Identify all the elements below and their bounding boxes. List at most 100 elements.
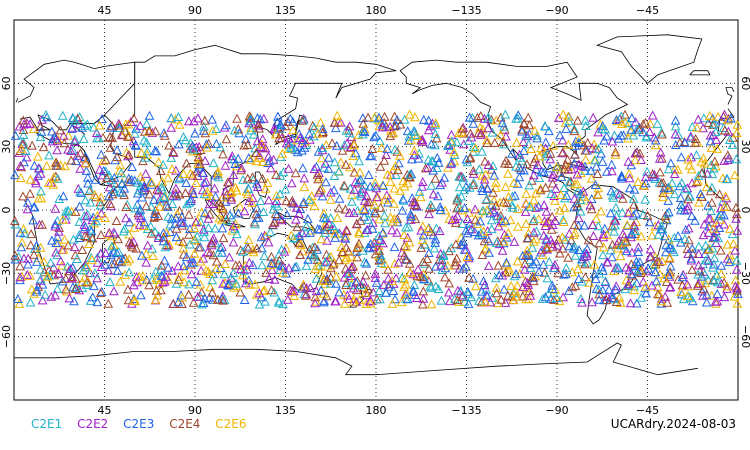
occultation-marker [561, 123, 571, 133]
occultation-marker [243, 234, 254, 244]
occultation-marker [701, 255, 711, 265]
occultation-marker [658, 187, 669, 197]
occultation-marker [612, 243, 623, 253]
occultation-marker [401, 222, 411, 232]
occultation-marker [359, 227, 370, 237]
occultation-marker [346, 264, 357, 274]
occultation-marker [379, 111, 390, 121]
occultation-marker [713, 233, 724, 243]
occultation-marker [218, 204, 229, 214]
occultation-marker [141, 257, 152, 267]
occultation-marker [84, 238, 94, 248]
occultation-marker [357, 113, 368, 123]
occultation-marker [131, 243, 142, 253]
occultation-marker [537, 249, 548, 259]
occultation-marker [424, 263, 434, 273]
occultation-marker [452, 295, 463, 305]
coastline [359, 281, 373, 297]
occultation-marker [366, 150, 377, 160]
occultation-marker [192, 231, 203, 241]
occultation-marker [501, 131, 511, 141]
occultation-marker [731, 209, 742, 219]
occultation-marker [576, 293, 586, 303]
occultation-marker [207, 275, 218, 285]
occultation-marker [230, 260, 241, 270]
occultation-marker [243, 243, 254, 253]
occultation-marker [648, 259, 658, 269]
occultation-marker [523, 139, 534, 149]
occultation-marker [26, 284, 37, 294]
occultation-marker [669, 232, 680, 242]
occultation-marker [104, 227, 115, 237]
occultation-marker [715, 245, 726, 255]
occultation-marker [405, 172, 415, 182]
occultation-marker [593, 127, 603, 137]
occultation-marker [25, 240, 36, 250]
occultation-marker [280, 184, 291, 194]
occultation-marker [220, 186, 231, 196]
occultation-marker [165, 219, 176, 229]
occultation-marker [305, 249, 316, 259]
occultation-marker [174, 119, 185, 129]
occultation-marker [700, 248, 710, 258]
occultation-marker [534, 151, 545, 161]
occultation-marker [228, 237, 239, 247]
occultation-marker [385, 176, 396, 186]
occultation-marker [630, 264, 641, 274]
occultation-marker [564, 116, 574, 126]
occultation-marker [485, 297, 496, 307]
occultation-marker [30, 175, 41, 185]
occultation-marker [452, 195, 462, 205]
occultation-marker [100, 166, 111, 176]
occultation-marker [531, 188, 541, 198]
occultation-marker [474, 164, 485, 174]
occultation-marker [101, 173, 112, 183]
occultation-marker [149, 208, 160, 218]
occultation-marker [502, 232, 512, 242]
occultation-marker [282, 294, 293, 304]
occultation-marker [530, 153, 541, 163]
occultation-marker [168, 147, 178, 157]
occultation-marker [657, 256, 668, 266]
occultation-marker [294, 230, 305, 240]
occultation-marker [378, 227, 388, 237]
occultation-marker [724, 257, 735, 267]
occultation-marker [320, 158, 331, 168]
occultation-marker [239, 294, 250, 304]
legend-item-c2e6: C2E6 [215, 417, 247, 431]
occultation-marker [570, 149, 580, 159]
occultation-marker [522, 159, 532, 169]
occultation-marker [607, 166, 617, 176]
occultation-marker [466, 132, 477, 142]
occultation-marker [137, 250, 147, 260]
occultation-marker [483, 159, 494, 169]
occultation-marker [462, 157, 473, 167]
legend-item-c2e1: C2E1 [31, 417, 63, 431]
occultation-marker [371, 183, 382, 193]
occultation-marker [430, 173, 441, 183]
occultation-marker [715, 203, 726, 213]
occultation-marker [656, 298, 667, 308]
occultation-marker [352, 252, 363, 262]
occultation-marker [100, 247, 111, 257]
occultation-marker [124, 267, 135, 277]
occultation-marker [722, 281, 732, 291]
occultation-marker [197, 185, 208, 195]
occultation-marker [594, 289, 605, 299]
occultation-marker [540, 143, 551, 153]
occultation-marker [479, 280, 490, 290]
occultation-marker [705, 136, 716, 146]
occultation-marker [625, 298, 636, 308]
occultation-marker [410, 214, 421, 224]
occultation-marker [609, 226, 619, 236]
occultation-marker [692, 122, 702, 132]
occultation-marker [617, 207, 628, 217]
occultation-marker [63, 205, 73, 215]
occultation-marker [654, 153, 665, 163]
occultation-marker [582, 137, 593, 147]
occultation-marker [586, 173, 597, 183]
occultation-marker [550, 183, 561, 193]
occultation-marker [540, 220, 551, 230]
occultation-marker [369, 241, 379, 251]
occultation-marker [213, 247, 224, 257]
